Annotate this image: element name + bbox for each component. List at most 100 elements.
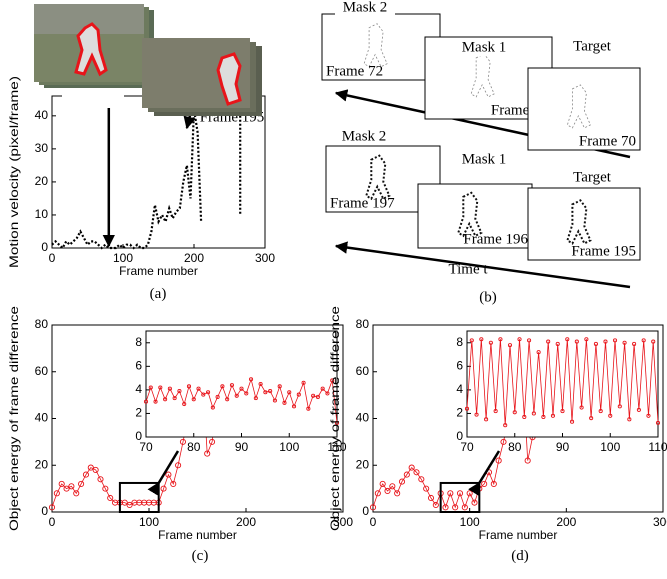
x-tick-label: 300	[255, 251, 275, 265]
data-point	[58, 480, 65, 488]
panel-label: (a)	[150, 286, 167, 302]
y-axis-label: Motion velocity (pixel/frame)	[7, 76, 21, 268]
x-tick-label: 200	[184, 251, 204, 265]
title-bg	[454, 152, 514, 168]
data-point	[574, 339, 579, 344]
data-point	[87, 464, 94, 471]
y-tick-label: 0	[135, 429, 142, 443]
panel-label: (d)	[511, 548, 529, 564]
data-point	[121, 499, 128, 506]
data-point	[418, 476, 425, 483]
data-point	[48, 504, 56, 511]
data-point	[389, 483, 396, 490]
y-tick-label: 10	[35, 207, 49, 221]
data-point	[584, 337, 589, 342]
data-point	[493, 409, 498, 414]
data-point	[306, 406, 311, 411]
data-point	[374, 490, 381, 497]
data-point	[315, 394, 320, 400]
x-axis-label: Frame number	[479, 528, 558, 542]
data-point	[612, 338, 618, 343]
y-tick-label: 8	[456, 335, 463, 349]
y-axis-label: Object energy of frame difference	[7, 306, 21, 531]
inset-bg	[467, 331, 658, 437]
data-point	[456, 490, 464, 497]
data-point	[53, 490, 60, 497]
data-point	[210, 405, 215, 410]
x-tick-label: 100	[113, 251, 133, 265]
data-point	[107, 494, 114, 502]
x-tick-label: 200	[236, 515, 256, 529]
data-point	[291, 404, 297, 409]
data-point	[469, 338, 474, 343]
y-tick-label: 0	[41, 504, 48, 518]
data-point	[248, 377, 254, 382]
y-tick-label: 80	[356, 317, 370, 331]
data-point	[403, 471, 410, 478]
title-bg	[562, 170, 622, 186]
data-point	[408, 464, 415, 471]
zoom-arrow	[468, 450, 501, 496]
mask-frame	[417, 183, 533, 249]
data-point	[479, 337, 484, 342]
x-tick-label: 90	[556, 440, 570, 454]
data-point	[175, 462, 182, 469]
y-tick-label: 4	[135, 382, 142, 396]
data-point	[334, 420, 340, 425]
x-tick-label: 110	[648, 440, 667, 454]
data-point	[160, 485, 167, 492]
data-point	[179, 438, 186, 445]
data-point	[452, 504, 459, 511]
data-point	[512, 410, 517, 415]
x-tick-label: 300	[653, 515, 667, 529]
data-point	[82, 471, 89, 478]
data-point	[177, 389, 182, 394]
data-point	[398, 478, 406, 485]
silhouette	[365, 154, 391, 201]
data-point	[301, 380, 306, 385]
inset-bg	[146, 331, 337, 437]
data-point	[655, 420, 661, 425]
data-point	[579, 405, 584, 410]
x-tick-label: 100	[279, 440, 299, 454]
data-point	[432, 501, 439, 509]
data-point	[153, 399, 158, 404]
data-point	[97, 476, 104, 483]
time-arrow	[334, 241, 631, 289]
frame-label: Frame 72	[326, 63, 383, 79]
x-tick-label: 200	[556, 515, 576, 529]
data-point	[73, 490, 80, 497]
y-tick-label: 60	[356, 364, 370, 378]
data-point	[546, 339, 551, 344]
data-point	[63, 485, 70, 492]
x-tick-label: 70	[460, 440, 474, 454]
data-point	[507, 343, 513, 348]
data-point	[646, 413, 651, 418]
data-point	[541, 414, 546, 420]
x-tick-label: 70	[139, 440, 153, 454]
data-point	[78, 480, 85, 488]
data-point	[423, 485, 430, 492]
zoom-box	[439, 481, 481, 513]
data-point	[196, 386, 201, 391]
player-outline	[216, 52, 242, 106]
data-point	[593, 341, 598, 347]
data-point	[522, 414, 527, 420]
data-point	[651, 339, 656, 344]
data-point	[379, 480, 386, 488]
x-tick-label: 0	[49, 251, 56, 265]
data-point	[488, 340, 493, 345]
data-point	[531, 411, 536, 416]
data-point	[68, 483, 75, 490]
data-point	[311, 393, 316, 398]
data-point	[622, 340, 627, 345]
data-point	[484, 417, 489, 422]
data-point	[413, 469, 420, 476]
data-point	[282, 400, 287, 405]
data-point	[258, 381, 263, 387]
y-tick-label: 0	[362, 504, 369, 518]
data-point	[464, 406, 470, 411]
data-point	[182, 401, 187, 407]
data-point	[253, 396, 258, 401]
